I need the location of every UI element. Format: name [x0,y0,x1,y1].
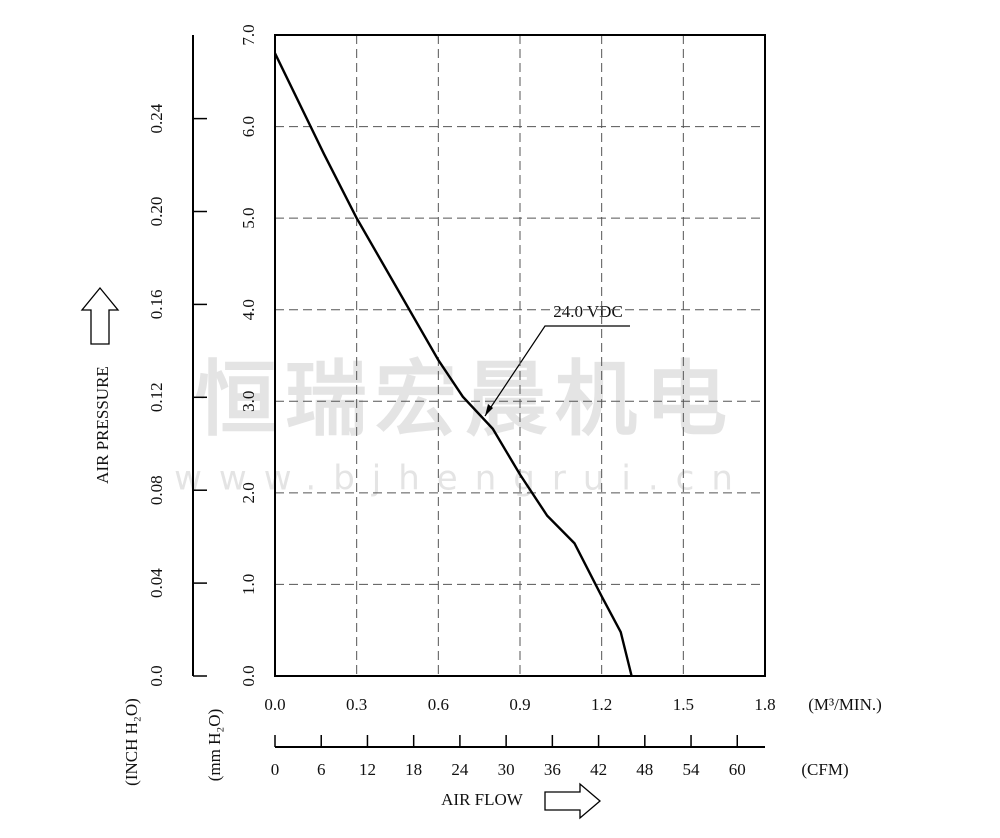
y-tick-label: 4.0 [239,299,258,320]
x2-tick-label: 42 [590,760,607,779]
y-tick-label: 7.0 [239,24,258,45]
x-tick-label: 1.5 [673,695,694,714]
x-axis-label: AIR FLOW [441,790,524,809]
y-tick-label: 3.0 [239,391,258,412]
watermark: 恒瑞宏晨机电 [195,352,735,447]
leader-arrow [485,404,493,416]
x2-unit: (CFM) [801,760,848,779]
right-arrow [544,782,602,820]
y2-unit: (INCH H₂O) [122,698,141,786]
x-tick-label: 0.9 [509,695,530,714]
y-axis-label: AIR PRESSURE [93,366,112,484]
y2-tick-label: 0.12 [147,382,166,412]
x-tick-label: 0.6 [428,695,449,714]
curve [273,52,633,677]
y2-tick-label: 0.24 [147,103,166,133]
plot-frame [274,34,766,677]
y-tick-label: 0.0 [239,665,258,686]
x2-tick-label: 36 [544,760,561,779]
y2-tick-label: 0.0 [147,665,166,686]
x2-tick-label: 18 [405,760,422,779]
watermark-url: www.bjhengrui.cn [174,459,750,499]
y2-tick-label: 0.20 [147,197,166,227]
x2-tick-label: 54 [683,760,701,779]
x2-tick-label: 24 [451,760,469,779]
x-tick-label: 0.0 [264,695,285,714]
y2-tick-label: 0.16 [147,290,166,320]
y-tick-label: 2.0 [239,482,258,503]
up-arrow [80,286,120,345]
x-tick-label: 1.8 [754,695,775,714]
x2-tick-label: 6 [317,760,326,779]
y2-tick-label: 0.04 [147,568,166,598]
x-unit: (M³/MIN.) [808,695,882,714]
y2-tick-label: 0.08 [147,475,166,505]
x2-tick-label: 12 [359,760,376,779]
y-tick-label: 5.0 [239,208,258,229]
x2-tick-label: 48 [636,760,653,779]
x2-tick-label: 30 [498,760,515,779]
x2-tick-label: 0 [271,760,280,779]
leader-line [484,325,630,417]
x-tick-label: 0.3 [346,695,367,714]
x-tick-label: 1.2 [591,695,612,714]
y-tick-label: 6.0 [239,116,258,137]
x2-tick-label: 60 [729,760,746,779]
y-tick-label: 1.0 [239,574,258,595]
annotation: 24.0 VDC [553,302,623,321]
y-unit: (mm H₂O) [205,709,224,782]
